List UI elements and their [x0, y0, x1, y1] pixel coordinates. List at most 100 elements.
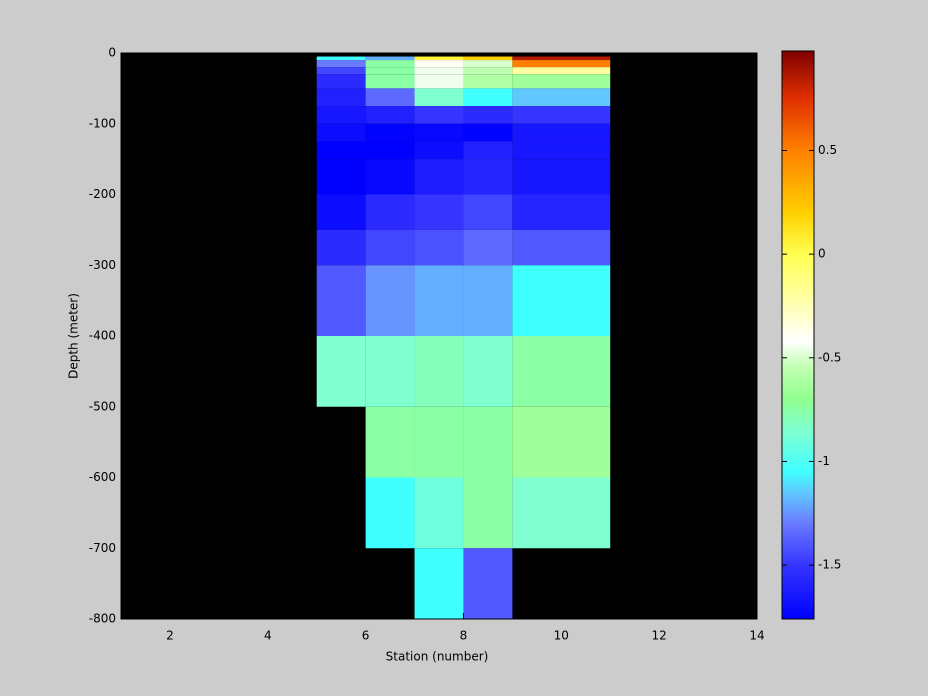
- cell: [463, 159, 513, 195]
- y-tick-label: -500: [89, 399, 116, 413]
- y-tick-label: -200: [89, 187, 116, 201]
- cell: [463, 406, 513, 478]
- cell: [512, 265, 611, 336]
- cell: [365, 60, 415, 68]
- cell: [365, 123, 415, 142]
- cell: [512, 106, 611, 124]
- cell: [414, 67, 464, 75]
- cell: [463, 106, 513, 124]
- y-tick-label: 0: [108, 46, 116, 60]
- cell: [316, 60, 366, 68]
- cell: [463, 194, 513, 230]
- cell: [463, 56, 513, 61]
- cell: [414, 106, 464, 124]
- cell: [414, 229, 464, 266]
- cell: [463, 141, 513, 160]
- cell: [414, 60, 464, 68]
- cell: [414, 265, 464, 336]
- cell: [414, 548, 464, 619]
- cell: [316, 194, 366, 230]
- cell: [365, 67, 415, 75]
- cell: [414, 336, 464, 407]
- x-tick-label: 4: [264, 629, 272, 643]
- colorbar-tick-label: -0.5: [818, 350, 841, 364]
- cell: [512, 229, 611, 266]
- cell: [463, 336, 513, 407]
- cell: [365, 56, 415, 61]
- cell: [512, 60, 611, 68]
- cell: [512, 159, 611, 195]
- cell: [365, 229, 415, 266]
- y-axis-label: Depth (meter): [67, 293, 81, 379]
- cell: [414, 477, 464, 549]
- cell: [512, 406, 611, 478]
- y-tick-label: -400: [89, 329, 116, 343]
- cell: [512, 123, 611, 142]
- cell: [365, 106, 415, 124]
- cell: [512, 477, 611, 549]
- cell: [365, 159, 415, 195]
- colorbar-tick-label: -1.5: [818, 558, 841, 572]
- cell: [316, 141, 366, 160]
- cell: [463, 265, 513, 336]
- cell: [512, 74, 611, 89]
- cell: [463, 74, 513, 89]
- cell: [365, 477, 415, 549]
- cell: [316, 106, 366, 124]
- cell: [414, 56, 464, 61]
- x-axis-label: Station (number): [386, 650, 489, 664]
- cell: [316, 88, 366, 107]
- x-tick-label: 10: [554, 629, 569, 643]
- colorbar-tick-label: -1: [818, 454, 830, 468]
- cell: [463, 229, 513, 266]
- cell: [512, 56, 611, 61]
- colorbar-tick-label: 0: [818, 247, 826, 261]
- cell: [414, 88, 464, 107]
- colorbar-tick-label: 0.5: [818, 143, 837, 157]
- cell: [365, 194, 415, 230]
- y-tick-label: -800: [89, 612, 116, 626]
- x-tick-label: 2: [166, 629, 174, 643]
- cell: [463, 123, 513, 142]
- cell: [316, 336, 366, 407]
- cell: [512, 141, 611, 160]
- cell: [512, 67, 611, 75]
- cell: [463, 60, 513, 68]
- colorbar: [781, 50, 815, 620]
- cell: [414, 74, 464, 89]
- cell: [414, 123, 464, 142]
- cell: [365, 336, 415, 407]
- y-tick-label: -600: [89, 470, 116, 484]
- x-tick-label: 6: [362, 629, 370, 643]
- cell: [316, 56, 366, 61]
- cell: [316, 74, 366, 89]
- x-tick-label: 12: [652, 629, 667, 643]
- cell: [463, 477, 513, 549]
- cell: [365, 406, 415, 478]
- cell: [512, 194, 611, 230]
- y-tick-label: -100: [89, 116, 116, 130]
- cell: [414, 406, 464, 478]
- cell: [365, 141, 415, 160]
- cell: [316, 229, 366, 266]
- cell: [463, 67, 513, 75]
- cell: [316, 159, 366, 195]
- y-tick-label: -700: [89, 541, 116, 555]
- cell: [414, 159, 464, 195]
- cell: [365, 265, 415, 336]
- cell: [414, 141, 464, 160]
- cell: [316, 265, 366, 336]
- cell: [316, 123, 366, 142]
- x-tick-label: 8: [460, 629, 468, 643]
- cell: [512, 336, 611, 407]
- cell: [463, 88, 513, 107]
- cell: [512, 88, 611, 107]
- y-tick-label: -300: [89, 258, 116, 272]
- cell: [414, 194, 464, 230]
- x-tick-label: 14: [749, 629, 764, 643]
- cell: [463, 548, 513, 619]
- cell: [365, 88, 415, 107]
- cell: [316, 67, 366, 75]
